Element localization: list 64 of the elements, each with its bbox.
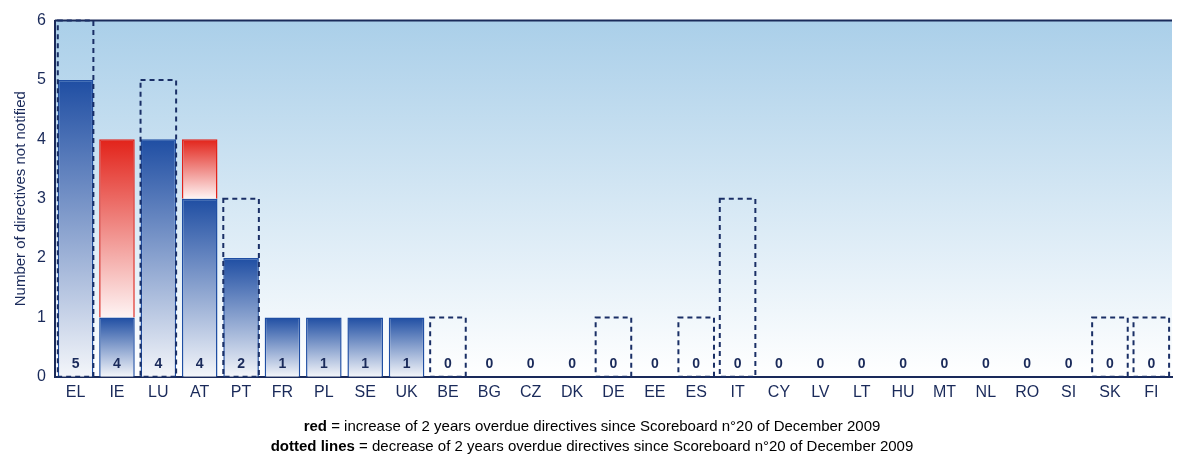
annotation: 0 (609, 354, 618, 371)
annotation: 1 (319, 354, 328, 371)
annotation: 0 (733, 354, 742, 371)
x-tick-label: HU (891, 382, 915, 400)
x-tick-label: ES (685, 382, 707, 400)
x-tick-label: FI (1144, 382, 1159, 400)
annotation: 1 (361, 354, 370, 371)
annotation: 4 (195, 354, 204, 371)
annotation: 1 (278, 354, 287, 371)
annotation: 5 (71, 354, 80, 371)
x-tick-label: SK (1099, 382, 1121, 400)
annotation: 1 (402, 354, 411, 371)
x-tick-label: MT (932, 382, 957, 400)
annotation: 4 (113, 354, 122, 371)
y-tick-label: 0 (36, 367, 46, 385)
x-tick-label: BG (477, 382, 501, 400)
x-tick-label: BE (437, 382, 459, 400)
x-tick-label: IE (109, 382, 125, 400)
x-tick-label: PL (314, 382, 334, 400)
x-tick-label: LV (811, 382, 830, 400)
annotation: 0 (568, 354, 577, 371)
annotation: 0 (1106, 354, 1115, 371)
x-tick-label: SI (1061, 382, 1077, 400)
annotation: 0 (650, 354, 659, 371)
annotation: 0 (1023, 354, 1032, 371)
annotation: 0 (444, 354, 453, 371)
x-tick-label: SE (354, 382, 376, 400)
x-tick-label: RO (1015, 382, 1040, 400)
annotation: 2 (237, 354, 246, 371)
x-tick-label: CZ (520, 382, 542, 400)
y-tick-label: 5 (36, 70, 46, 88)
y-tick-label: 1 (36, 307, 46, 325)
annotation: 0 (526, 354, 535, 371)
x-tick-label: DE (602, 382, 625, 400)
x-tick-label: FR (271, 382, 294, 400)
annotation: 0 (981, 354, 990, 371)
x-tick-label: DK (560, 382, 584, 400)
text: red = increase of 2 years overdue directives since Scoreboard n°20 of December 2009 (303, 417, 881, 434)
annotation: 0 (485, 354, 494, 371)
x-tick-label: LT (852, 382, 871, 400)
x-tick-label: EL (65, 382, 86, 400)
y-tick-label: 2 (36, 248, 46, 266)
x-tick-label: PT (230, 382, 252, 400)
y-axis-title: Number of directives not notified (11, 91, 29, 307)
annotation: 0 (692, 354, 701, 371)
y-tick-label: 4 (36, 129, 46, 147)
annotation: 0 (940, 354, 949, 371)
y-tick-label: 3 (36, 189, 46, 207)
x-tick-label: LU (148, 382, 169, 400)
annotation: 4 (154, 354, 163, 371)
annotation: 0 (857, 354, 866, 371)
x-tick-label: UK (395, 382, 419, 400)
x-tick-label: AT (190, 382, 210, 400)
x-tick-label: CY (767, 382, 791, 400)
annotation: 0 (899, 354, 908, 371)
text: dotted lines = decrease of 2 years overdue directives since Scoreboard n°20 of December 2009 (270, 437, 914, 454)
annotation: 0 (775, 354, 784, 371)
annotation: 0 (816, 354, 825, 371)
y-tick-label: 6 (36, 11, 46, 29)
annotation: 0 (1147, 354, 1156, 371)
x-tick-label: NL (975, 382, 997, 400)
x-tick-label: EE (644, 382, 666, 400)
annotation: 0 (1064, 354, 1073, 371)
x-tick-label: IT (730, 382, 745, 400)
